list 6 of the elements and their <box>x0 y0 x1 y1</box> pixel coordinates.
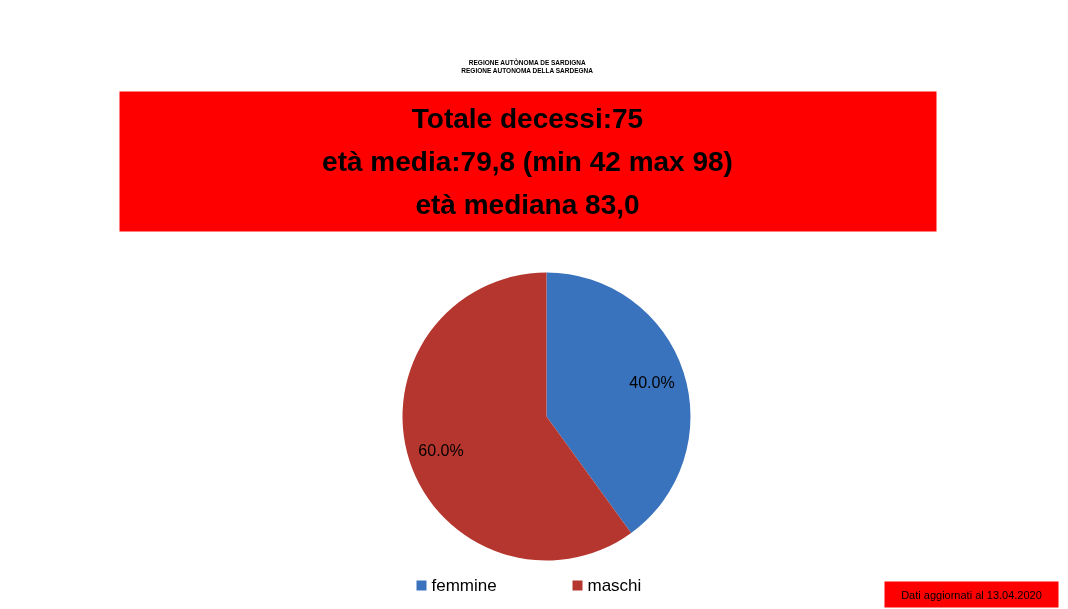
text: Dati aggiornati al 13.04.2020 <box>901 588 1042 601</box>
legend-label: maschi <box>587 576 642 595</box>
legend-label: femmine <box>431 576 497 595</box>
data-label: 60.0% <box>418 442 464 460</box>
chart-title: Totale decessi:75 età media:79,8 (min 42 max 98) età mediana 83,0 <box>322 102 733 220</box>
data-label: 40.0% <box>629 373 675 391</box>
